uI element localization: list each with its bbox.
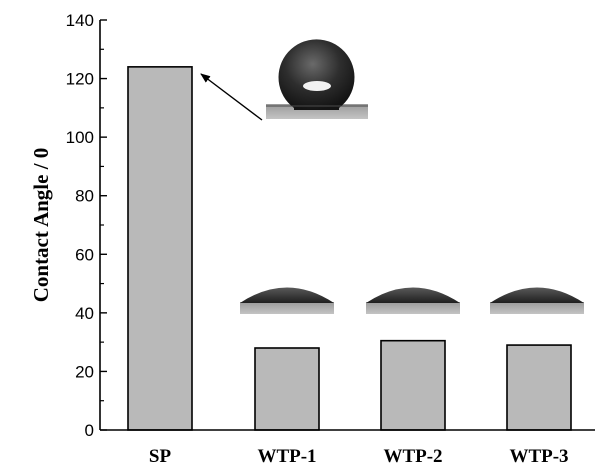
- bar-wtp-2: [380, 339, 446, 431]
- y-tick-label-80: 80: [75, 187, 94, 206]
- bar-wtp-3: [506, 344, 572, 431]
- x-tick-label-wtp-1: WTP-1: [257, 446, 316, 467]
- y-tick-label-100: 100: [66, 128, 94, 147]
- y-tick-label-120: 120: [66, 70, 94, 89]
- y-tick-label-40: 40: [75, 304, 94, 323]
- x-tick-label-wtp-3: WTP-3: [509, 446, 568, 467]
- bar-wtp-1: [254, 347, 320, 431]
- sp-droplet-image: [266, 39, 368, 119]
- wtp-3-droplet-image: [490, 287, 584, 314]
- y-tick-label-0: 0: [85, 421, 94, 440]
- bar-sp: [127, 66, 193, 431]
- y-tick-label-140: 140: [66, 11, 94, 30]
- y-axis-ticks: 0 20 40 60 80 100 120 140: [66, 11, 107, 440]
- droplet-arrow: [200, 73, 263, 121]
- y-tick-label-60: 60: [75, 245, 94, 264]
- y-axis-title: Contact Angle / 0: [29, 148, 53, 303]
- x-tick-label-wtp-2: WTP-2: [383, 446, 442, 467]
- wtp-1-droplet-image: [240, 287, 334, 314]
- wtp-2-droplet-image: [366, 287, 460, 314]
- bars: [127, 66, 572, 431]
- x-axis-categories: SP WTP-1 WTP-2 WTP-3: [149, 446, 569, 467]
- y-tick-label-20: 20: [75, 362, 94, 381]
- x-tick-label-sp: SP: [149, 446, 172, 467]
